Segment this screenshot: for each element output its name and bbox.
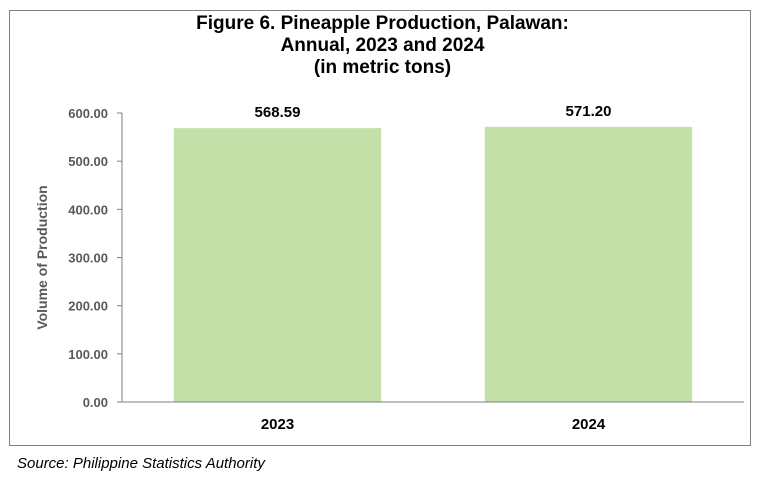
y-axis-ticks: 0.00 100.00 200.00 300.00 400.00 500.00 600.00 bbox=[68, 106, 122, 410]
x-tick-label-2023: 2023 bbox=[261, 416, 294, 433]
source-note: Source: Philippine Statistics Authority bbox=[17, 455, 265, 472]
y-tick-label: 400.00 bbox=[68, 202, 108, 217]
y-tick-label: 500.00 bbox=[68, 154, 108, 169]
y-axis-title: Volume of Production bbox=[34, 185, 50, 329]
chart-title: Figure 6. Pineapple Production, Palawan:… bbox=[0, 13, 765, 79]
y-tick-label: 100.00 bbox=[68, 347, 108, 362]
data-label-2024: 571.20 bbox=[566, 103, 612, 120]
y-tick-label: 600.00 bbox=[68, 106, 108, 121]
data-labels: 568.59 571.20 bbox=[255, 103, 612, 121]
bar-2024 bbox=[484, 126, 693, 402]
bars bbox=[173, 126, 693, 402]
chart-title-line-1: Figure 6. Pineapple Production, Palawan: bbox=[196, 13, 569, 34]
x-tick-label-2024: 2024 bbox=[572, 416, 606, 433]
data-label-2023: 568.59 bbox=[255, 104, 301, 121]
y-tick-label: 300.00 bbox=[68, 251, 108, 266]
y-tick-label: 0.00 bbox=[83, 395, 108, 410]
chart-title-line-2: Annual, 2023 and 2024 bbox=[280, 35, 485, 56]
bar-2023 bbox=[173, 128, 382, 402]
x-axis-labels: 2023 2024 bbox=[261, 416, 606, 433]
y-tick-label: 200.00 bbox=[68, 299, 108, 314]
chart-title-line-3: (in metric tons) bbox=[313, 57, 452, 78]
